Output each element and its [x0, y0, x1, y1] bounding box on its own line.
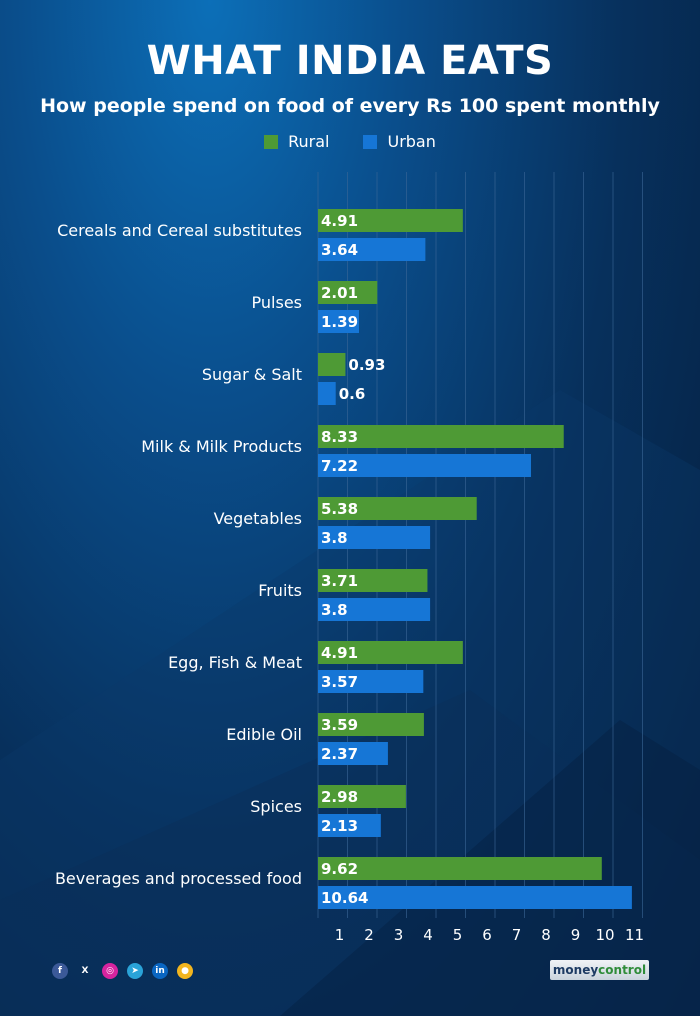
data-label-urban: 3.8 — [321, 529, 348, 547]
x-tick-label: 11 — [625, 926, 644, 944]
x-tick-label: 2 — [364, 926, 374, 944]
x-tick-label: 9 — [571, 926, 581, 944]
data-label-urban: 1.39 — [321, 313, 358, 331]
x-tick-label: 10 — [595, 926, 614, 944]
legend-item-urban: Urban — [363, 132, 436, 151]
category-label: Cereals and Cereal substitutes — [57, 221, 302, 240]
bar-rural — [318, 857, 602, 880]
bar-rural — [318, 641, 463, 664]
data-label-rural: 3.59 — [321, 716, 358, 734]
bar-urban — [318, 742, 388, 765]
bar-urban — [318, 454, 531, 477]
facebook-icon[interactable]: f — [52, 963, 68, 979]
data-label-urban: 2.13 — [321, 817, 358, 835]
brand-part-2: control — [598, 963, 647, 977]
category-label: Milk & Milk Products — [141, 437, 302, 456]
bar-rural — [318, 497, 477, 520]
category-label: Vegetables — [214, 509, 302, 528]
bar-rural — [318, 209, 463, 232]
category-label: Beverages and processed food — [55, 869, 302, 888]
bar-urban — [318, 670, 424, 693]
legend: Rural Urban — [0, 132, 700, 151]
telegram-icon[interactable]: ➤ — [127, 963, 143, 979]
x-tick-label: 8 — [541, 926, 551, 944]
category-label: Fruits — [258, 581, 302, 600]
data-label-rural: 3.71 — [321, 572, 358, 590]
x-icon[interactable]: X — [81, 966, 89, 976]
bar-rural — [318, 353, 346, 376]
data-label-rural: 0.93 — [348, 356, 385, 374]
bar-urban — [318, 382, 336, 405]
category-label: Sugar & Salt — [202, 365, 302, 384]
data-label-rural: 4.91 — [321, 644, 358, 662]
x-tick-label: 6 — [482, 926, 492, 944]
bar-rural — [318, 569, 428, 592]
koo-icon[interactable]: ● — [177, 963, 193, 979]
bar-urban — [318, 310, 360, 333]
data-label-urban: 2.37 — [321, 745, 358, 763]
social-icons: f X ◎ ➤ in ● — [52, 963, 193, 979]
data-label-urban: 0.6 — [339, 385, 366, 403]
data-label-urban: 3.8 — [321, 601, 348, 619]
legend-swatch-rural — [264, 134, 279, 149]
category-label: Egg, Fish & Meat — [168, 653, 302, 672]
chart-subtitle: How people spend on food of every Rs 100… — [40, 95, 660, 117]
x-tick-label: 4 — [423, 926, 433, 944]
data-label-rural: 2.01 — [321, 284, 358, 302]
legend-swatch-urban — [363, 134, 378, 149]
category-label: Pulses — [252, 293, 302, 312]
bar-rural — [318, 785, 406, 808]
bar-urban — [318, 598, 431, 621]
bar-urban — [318, 814, 381, 837]
legend-label-rural: Rural — [288, 132, 330, 151]
data-label-urban: 10.64 — [321, 889, 368, 907]
bar-urban — [318, 238, 426, 261]
moneycontrol-logo: money control — [550, 960, 649, 980]
brand-part-1: money — [552, 963, 599, 977]
data-label-rural: 9.62 — [321, 860, 358, 878]
data-label-urban: 3.64 — [321, 241, 358, 259]
legend-item-rural: Rural — [264, 132, 329, 151]
category-label: Spices — [250, 797, 302, 816]
bar-rural — [318, 281, 378, 304]
data-label-urban: 3.57 — [321, 673, 358, 691]
bar-rural — [318, 425, 564, 448]
data-label-rural: 4.91 — [321, 212, 358, 230]
x-tick-label: 1 — [335, 926, 345, 944]
x-tick-label: 3 — [394, 926, 404, 944]
category-label: Edible Oil — [226, 725, 302, 744]
chart-title: WHAT INDIA EATS — [146, 38, 554, 84]
x-tick-label: 7 — [512, 926, 522, 944]
bar-urban — [318, 886, 632, 909]
data-label-rural: 2.98 — [321, 788, 358, 806]
x-tick-label: 5 — [453, 926, 463, 944]
data-label-urban: 7.22 — [321, 457, 358, 475]
data-label-rural: 8.33 — [321, 428, 358, 446]
data-label-rural: 5.38 — [321, 500, 358, 518]
bar-urban — [318, 526, 431, 549]
legend-label-urban: Urban — [387, 132, 436, 151]
bar-rural — [318, 713, 424, 736]
instagram-icon[interactable]: ◎ — [102, 963, 118, 979]
linkedin-icon[interactable]: in — [152, 963, 168, 979]
